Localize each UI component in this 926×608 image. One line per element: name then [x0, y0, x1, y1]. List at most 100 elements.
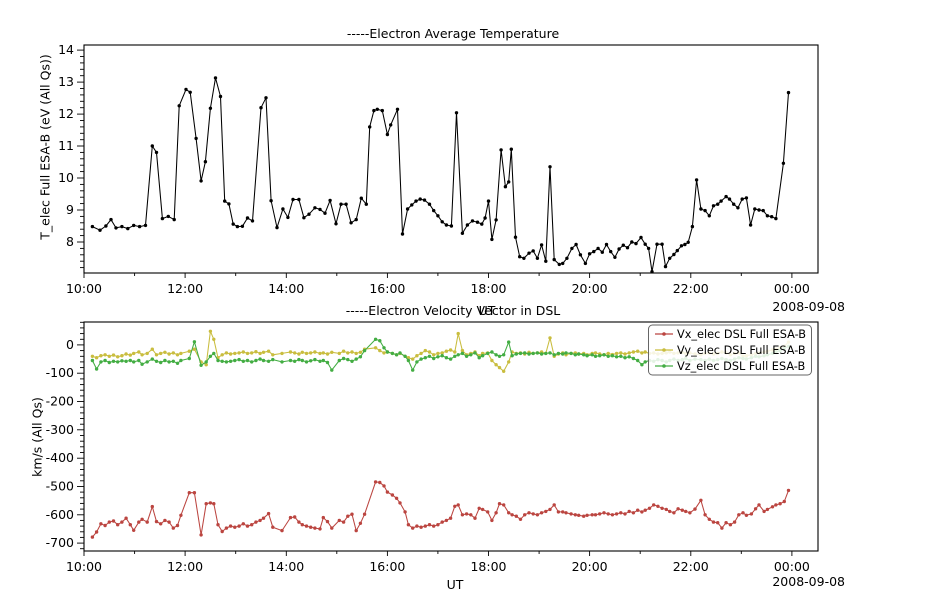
data-point-marker — [107, 360, 112, 365]
data-point-marker — [107, 520, 112, 524]
data-point-marker — [531, 512, 535, 516]
data-point-marker — [337, 358, 341, 363]
data-point-marker — [150, 144, 154, 148]
data-point-marker — [350, 512, 354, 516]
data-point-marker — [606, 351, 610, 356]
data-point-marker — [297, 357, 301, 362]
data-point-marker — [749, 512, 754, 516]
data-point-marker — [477, 506, 481, 510]
data-point-marker — [774, 216, 778, 221]
data-point-marker — [469, 513, 473, 517]
data-point-marker — [354, 528, 358, 533]
data-point-marker — [774, 503, 778, 507]
data-point-marker — [266, 359, 271, 363]
data-point-marker — [583, 261, 588, 266]
data-point-marker — [300, 523, 304, 527]
data-point-marker — [167, 520, 171, 524]
data-point-marker — [475, 220, 480, 224]
y-tick-label: 10 — [58, 170, 74, 185]
data-point-marker — [390, 351, 395, 356]
data-point-marker — [288, 358, 293, 363]
data-point-marker — [676, 507, 680, 511]
data-point-marker — [602, 353, 606, 357]
data-point-marker — [325, 519, 330, 524]
data-point-marker — [128, 358, 132, 363]
data-point-marker — [330, 368, 334, 372]
data-point-marker — [137, 520, 141, 524]
data-point-marker — [233, 525, 237, 529]
data-point-marker — [406, 523, 411, 527]
data-point-marker — [460, 348, 465, 353]
data-point-marker — [423, 524, 427, 528]
data-point-marker — [179, 358, 183, 363]
data-point-marker — [602, 511, 606, 515]
data-point-marker — [464, 512, 469, 516]
data-point-marker — [390, 493, 395, 497]
data-point-marker — [748, 223, 753, 227]
data-point-marker — [636, 508, 640, 512]
data-point-marker — [640, 363, 644, 367]
data-point-marker — [502, 503, 506, 507]
data-point-marker — [264, 96, 268, 100]
data-point-marker — [192, 491, 197, 495]
legend-swatch-marker — [662, 332, 666, 336]
data-point-marker — [522, 256, 526, 260]
data-point-marker — [220, 529, 224, 534]
data-point-marker — [382, 484, 386, 488]
data-point-marker — [216, 523, 220, 527]
data-point-marker — [623, 356, 627, 360]
data-point-marker — [497, 365, 502, 370]
data-point-marker — [432, 524, 436, 528]
data-point-marker — [346, 351, 350, 355]
data-point-marker — [460, 351, 465, 356]
data-point-marker — [761, 208, 765, 213]
data-point-marker — [373, 480, 378, 484]
data-point-marker — [204, 363, 208, 367]
data-point-marker — [617, 247, 621, 251]
data-point-marker — [610, 513, 615, 517]
y-tick-label: 9 — [66, 202, 74, 217]
data-point-marker — [460, 231, 465, 235]
data-point-marker — [184, 87, 188, 92]
data-point-marker — [503, 185, 508, 189]
data-point-marker — [494, 218, 498, 222]
data-point-marker — [99, 354, 103, 358]
x-tick-label: 18:00 — [470, 559, 506, 574]
data-point-marker — [224, 351, 229, 355]
data-point-marker — [552, 353, 556, 357]
data-point-marker — [668, 509, 672, 514]
data-point-marker — [727, 197, 732, 201]
data-point-marker — [564, 511, 568, 515]
data-point-marker — [150, 504, 154, 509]
data-point-marker — [321, 351, 325, 355]
data-point-marker — [233, 351, 237, 356]
data-point-marker — [464, 354, 469, 358]
data-point-marker — [415, 524, 419, 528]
data-point-marker — [98, 228, 102, 232]
data-point-marker — [187, 356, 191, 361]
data-point-marker — [271, 353, 275, 357]
data-point-marker — [313, 350, 317, 354]
series-t — [90, 76, 791, 274]
legend-entry: Vy_elec DSL Full ESA-B — [655, 344, 806, 357]
data-point-marker — [672, 252, 676, 257]
bottom-chart-date-label: 2008-09-08 — [772, 574, 845, 589]
data-point-marker — [271, 357, 275, 362]
data-point-marker — [548, 351, 552, 355]
data-point-marker — [258, 351, 262, 356]
data-point-marker — [188, 90, 192, 95]
data-point-marker — [145, 351, 149, 356]
data-point-marker — [593, 354, 598, 358]
top-chart-xlabel: UT — [478, 303, 496, 318]
data-point-marker — [585, 354, 589, 358]
data-point-marker — [349, 221, 353, 225]
data-point-marker — [398, 351, 402, 355]
data-point-marker — [167, 352, 171, 356]
data-point-marker — [227, 202, 231, 206]
data-point-marker — [781, 161, 786, 165]
x-tick-label: 22:00 — [673, 281, 709, 296]
data-point-marker — [619, 511, 623, 515]
y-tick-label: 11 — [58, 138, 74, 153]
data-point-marker — [480, 507, 485, 512]
data-point-marker — [477, 356, 481, 360]
